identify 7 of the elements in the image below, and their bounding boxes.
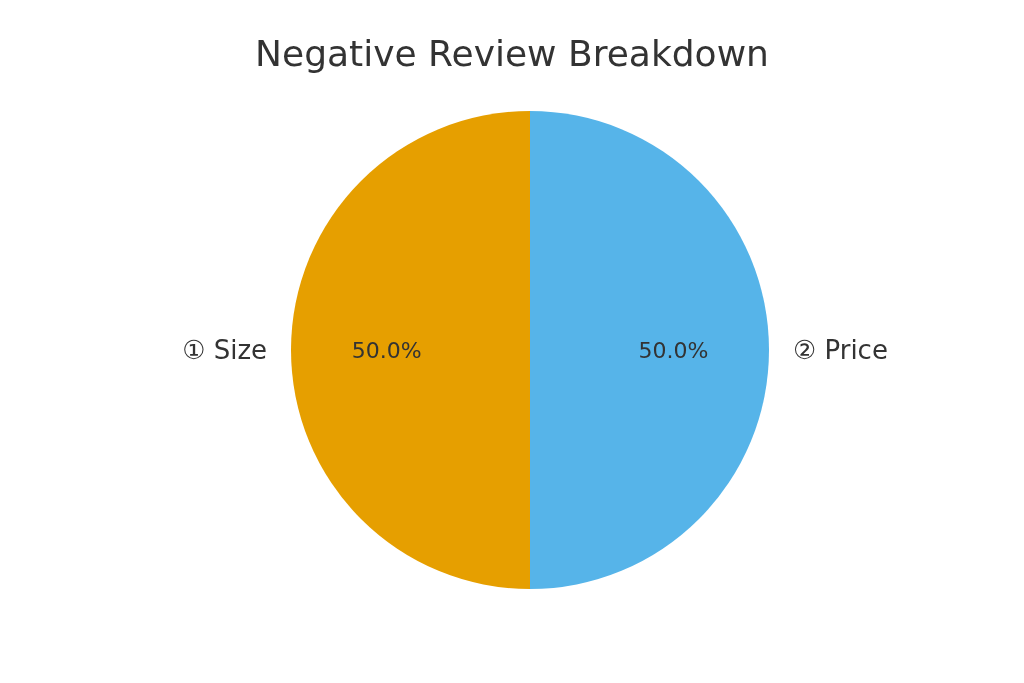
pie-slice [291, 111, 530, 589]
data-label: 50.0% [351, 337, 422, 363]
slice-label: ② Price [792, 335, 888, 365]
chart-title: Negative Review Breakdown [254, 32, 770, 76]
slice-label: ① Size [182, 335, 268, 365]
pie-slice [530, 111, 769, 589]
data-label: 50.0% [638, 337, 709, 363]
